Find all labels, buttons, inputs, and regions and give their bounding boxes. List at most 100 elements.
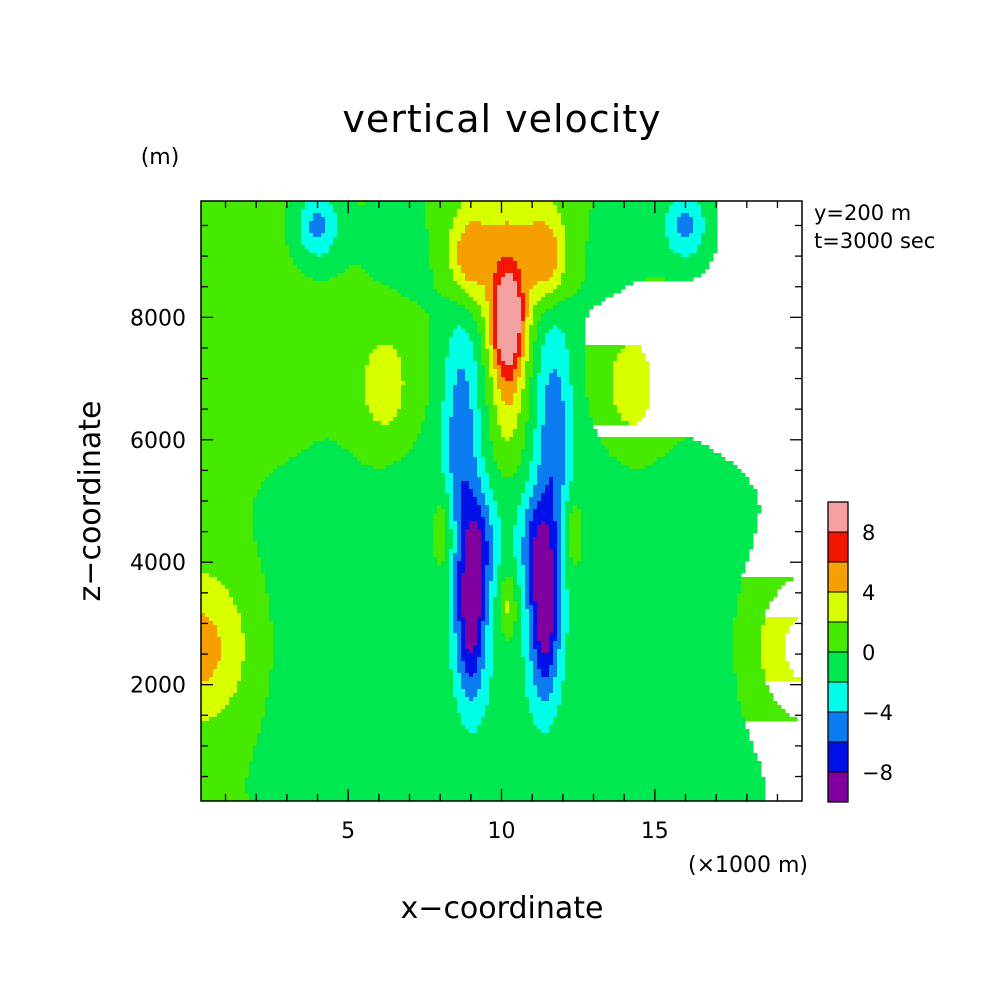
contour-band-cell bbox=[301, 229, 310, 234]
contour-band-cell bbox=[201, 229, 286, 234]
contour-band-cell bbox=[553, 509, 562, 514]
contour-band-cell bbox=[697, 249, 718, 254]
contour-band-cell bbox=[557, 545, 562, 550]
contour-band-cell bbox=[561, 605, 570, 610]
contour-band-cell bbox=[737, 601, 770, 606]
contour-band-cell bbox=[301, 213, 314, 218]
contour-band-cell bbox=[349, 449, 410, 454]
contour-band-cell bbox=[465, 369, 478, 374]
contour-band-cell bbox=[477, 401, 486, 406]
contour-band-cell bbox=[201, 589, 230, 594]
contour-band-cell bbox=[489, 685, 526, 690]
contour-band-cell bbox=[741, 589, 778, 594]
contour-band-cell bbox=[449, 549, 458, 554]
contour-band-cell bbox=[477, 461, 486, 466]
contour-band-cell bbox=[521, 329, 526, 334]
contour-band-cell bbox=[521, 345, 526, 350]
contour-band-cell bbox=[565, 513, 570, 518]
contour-band-cell bbox=[557, 557, 562, 562]
contour-band-cell bbox=[477, 669, 482, 674]
contour-band-cell bbox=[245, 633, 274, 638]
contour-band-cell bbox=[533, 645, 542, 650]
contour-band-cell bbox=[469, 481, 482, 486]
contour-band-cell bbox=[429, 357, 446, 362]
x-tick-labels: 5 10 15 bbox=[341, 819, 669, 844]
contour-band-cell bbox=[225, 585, 266, 590]
contour-band-cell bbox=[481, 509, 490, 514]
contour-band-cell bbox=[505, 437, 510, 442]
contour-band-cell bbox=[449, 637, 458, 642]
contour-band-cell bbox=[449, 565, 454, 570]
contour-band-cell bbox=[557, 261, 566, 266]
contour-band-cell bbox=[449, 349, 474, 354]
contour-band-cell bbox=[489, 677, 526, 682]
contour-band-cell bbox=[557, 521, 562, 526]
contour-band-cell bbox=[485, 537, 494, 542]
contour-band-cell bbox=[453, 573, 458, 578]
contour-band-cell bbox=[533, 353, 542, 358]
contour-band-cell bbox=[201, 665, 218, 670]
contour-band-cell bbox=[537, 685, 554, 690]
contour-band-cell bbox=[493, 661, 526, 666]
contour-band-cell bbox=[353, 453, 406, 458]
contour-band-cell bbox=[573, 413, 590, 418]
contour-band-cell bbox=[533, 617, 538, 622]
contour-band-cell bbox=[449, 629, 454, 634]
contour-band-cell bbox=[253, 513, 434, 518]
contour-band-cell bbox=[521, 617, 530, 622]
contour-band-cell bbox=[473, 437, 482, 442]
contour-band-cell bbox=[493, 341, 498, 346]
contour-band-cell bbox=[453, 597, 458, 602]
contour-band-cell bbox=[245, 789, 766, 794]
contour-band-cell bbox=[517, 505, 530, 510]
contour-band-cell bbox=[569, 349, 586, 354]
contour-band-cell bbox=[549, 693, 562, 698]
contour-band-cell bbox=[461, 481, 470, 486]
contour-band-cell bbox=[521, 281, 538, 286]
contour-band-cell bbox=[533, 637, 538, 642]
contour-band-cell bbox=[429, 321, 478, 326]
contour-band-cell bbox=[485, 501, 498, 506]
contour-band-cell bbox=[549, 637, 558, 642]
contour-band-cell bbox=[485, 617, 490, 622]
contour-band-cell bbox=[545, 417, 566, 422]
contour-band-cell bbox=[481, 437, 490, 442]
contour-band-cell bbox=[529, 529, 538, 534]
contour-band-cell bbox=[201, 377, 366, 382]
contour-band-cell bbox=[501, 429, 514, 434]
contour-band-cell bbox=[489, 613, 494, 618]
contour-band-cell bbox=[481, 597, 486, 602]
contour-band-cell bbox=[553, 621, 558, 626]
contour-band-cell bbox=[501, 277, 514, 282]
colorbar-label: 4 bbox=[862, 581, 875, 605]
contour-band-cell bbox=[529, 705, 558, 710]
contour-band-cell bbox=[425, 413, 442, 418]
contour-band-cell bbox=[521, 645, 530, 650]
contour-band-cell bbox=[525, 337, 530, 342]
contour-band-cell bbox=[565, 265, 586, 270]
contour-band-cell bbox=[501, 529, 514, 534]
contour-band-cell bbox=[517, 521, 526, 526]
contour-band-cell bbox=[273, 629, 450, 634]
contour-band-cell bbox=[557, 537, 562, 542]
contour-band-cell bbox=[501, 469, 518, 474]
contour-band-cell bbox=[553, 517, 562, 522]
contour-band-cell bbox=[561, 381, 570, 386]
contour-band-cell bbox=[533, 513, 554, 518]
contour-band-cell bbox=[497, 405, 522, 410]
contour-band-cell bbox=[565, 673, 738, 678]
contour-band-cell bbox=[461, 641, 466, 646]
contour-band-cell bbox=[525, 429, 534, 434]
contour-band-cell bbox=[525, 681, 534, 686]
contour-band-cell bbox=[201, 329, 430, 334]
contour-band-cell bbox=[561, 537, 566, 542]
contour-band-cell bbox=[693, 229, 706, 234]
contour-band-cell bbox=[537, 637, 550, 642]
contour-band-cell bbox=[521, 313, 526, 318]
contour-band-cell bbox=[469, 221, 482, 226]
contour-band-cell bbox=[429, 369, 446, 374]
contour-band-cell bbox=[533, 673, 542, 678]
contour-band-cell bbox=[433, 269, 454, 274]
contour-band-cell bbox=[457, 653, 462, 658]
contour-band-cell bbox=[257, 737, 750, 742]
